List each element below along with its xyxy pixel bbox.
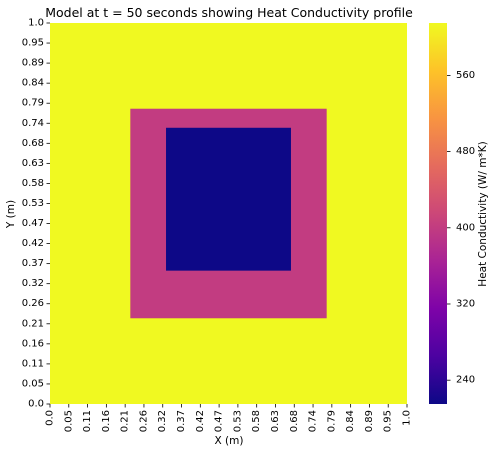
y-axis-label: Y (m)	[5, 200, 17, 229]
y-tick-label: 0.37	[22, 258, 44, 269]
x-axis-label: X (m)	[215, 435, 244, 447]
y-tick-label: 0.26	[22, 298, 44, 309]
x-tick-label: 0.21	[120, 410, 131, 432]
colorbar-label: Heat Conductivity (W/ m*K)	[477, 141, 489, 286]
x-tick-label: 0.42	[195, 410, 206, 432]
y-tick-label: 0.0	[28, 399, 44, 410]
y-tick-label: 0.95	[22, 38, 44, 49]
x-tick-label: 0.68	[289, 410, 300, 432]
y-axis-ticks: 1.0 0.95 0.89 0.84 0.79 0.74 0.68 0.63 0.58 0.53 0…	[22, 18, 50, 410]
y-tick-label: 0.53	[22, 198, 44, 209]
chart-title: Model at t = 50 seconds showing Heat Con…	[45, 5, 413, 20]
y-tick-label: 0.89	[22, 58, 44, 69]
y-tick-label: 0.63	[22, 158, 44, 169]
y-tick-label: 0.42	[22, 238, 44, 249]
x-axis-ticks: 0.0 0.05 0.11 0.16 0.21 0.26 0.32 0.37 0.42 0.47 0…	[45, 404, 413, 432]
x-tick-label: 1.0	[402, 410, 413, 426]
x-tick-label: 0.0	[45, 410, 56, 426]
x-tick-label: 0.16	[101, 410, 112, 432]
x-tick-label: 0.26	[138, 410, 149, 432]
y-tick-label: 0.11	[22, 358, 44, 369]
y-tick-label: 1.0	[28, 18, 44, 29]
heatmap-region-inner	[166, 127, 291, 271]
x-tick-label: 0.74	[308, 410, 319, 432]
x-tick-label: 0.89	[364, 410, 375, 432]
colorbar-tick-label: 480	[456, 146, 475, 157]
y-tick-label: 0.32	[22, 278, 44, 289]
colorbar-tick-label: 240	[456, 375, 475, 386]
x-tick-label: 0.05	[63, 410, 74, 432]
colorbar-ticks: 240 320 400 480 560	[447, 70, 475, 386]
y-tick-label: 0.21	[22, 318, 44, 329]
x-tick-label: 0.53	[232, 410, 243, 432]
y-tick-label: 0.16	[22, 338, 44, 349]
x-tick-label: 0.84	[345, 410, 356, 432]
x-tick-label: 0.11	[82, 410, 93, 432]
y-tick-label: 0.68	[22, 138, 44, 149]
y-tick-label: 0.47	[22, 218, 44, 229]
x-tick-label: 0.47	[214, 410, 225, 432]
y-tick-label: 0.05	[22, 378, 44, 389]
y-tick-label: 0.74	[22, 118, 44, 129]
heatmap-cells	[50, 23, 407, 404]
x-tick-label: 0.58	[251, 410, 262, 432]
y-tick-label: 0.58	[22, 178, 44, 189]
x-tick-label: 0.32	[157, 410, 168, 432]
colorbar-tick-label: 560	[456, 70, 475, 81]
y-tick-label: 0.84	[22, 78, 44, 89]
colorbar-tick-label: 400	[456, 222, 475, 233]
colorbar-tick-label: 320	[456, 298, 475, 309]
y-tick-label: 0.79	[22, 98, 44, 109]
x-tick-label: 0.37	[176, 410, 187, 432]
x-tick-label: 0.95	[383, 410, 394, 432]
x-tick-label: 0.63	[270, 410, 281, 432]
x-tick-label: 0.79	[326, 410, 337, 432]
colorbar	[429, 23, 447, 404]
